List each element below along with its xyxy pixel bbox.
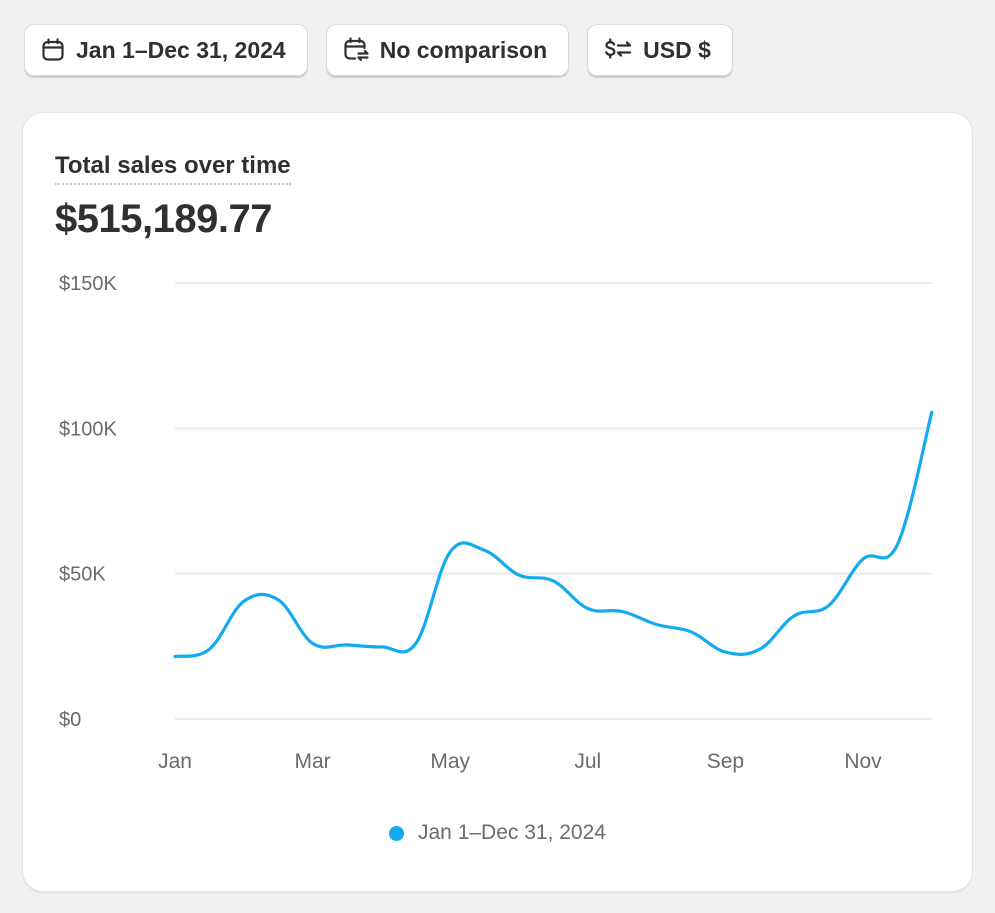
x-tick-label: Mar [295, 750, 331, 773]
calendar-compare-icon [342, 36, 370, 64]
currency-label: USD $ [643, 36, 711, 63]
data-point[interactable] [651, 619, 663, 631]
x-tick-label: Sep [707, 750, 744, 773]
card-title[interactable]: Total sales over time [55, 151, 291, 185]
data-point[interactable] [272, 594, 284, 606]
data-point[interactable] [547, 575, 559, 587]
data-point[interactable] [203, 643, 215, 655]
data-point[interactable] [238, 595, 250, 607]
data-point[interactable] [479, 544, 491, 556]
data-point[interactable] [891, 539, 903, 551]
data-point[interactable] [719, 646, 731, 658]
comparison-button[interactable]: No comparison [325, 24, 570, 76]
currency-exchange-icon [603, 37, 633, 63]
data-point[interactable] [857, 553, 869, 565]
x-tick-label: Jul [574, 750, 601, 773]
currency-button[interactable]: USD $ [587, 24, 733, 76]
legend-label[interactable]: Jan 1–Dec 31, 2024 [418, 821, 606, 844]
data-point[interactable] [307, 637, 319, 649]
x-tick-label: Nov [844, 750, 882, 773]
data-point[interactable] [513, 569, 525, 581]
x-axis: Jan Mar May Jul Sep Nov [158, 750, 882, 773]
x-tick-label: May [430, 750, 470, 773]
chart-legend: Jan 1–Dec 31, 2024 [23, 821, 972, 845]
data-point[interactable] [823, 600, 835, 612]
calendar-icon [40, 37, 66, 63]
legend-swatch [389, 825, 404, 841]
grid-lines [175, 282, 932, 720]
data-point[interactable] [582, 603, 594, 615]
data-point[interactable] [410, 637, 422, 649]
y-tick-label: $150K [59, 273, 117, 295]
series-layer [169, 406, 938, 663]
data-point[interactable] [341, 639, 353, 651]
series-line [173, 410, 934, 659]
filter-toolbar: Jan 1–Dec 31, 2024 No comparison [24, 24, 733, 76]
data-point[interactable] [616, 605, 628, 617]
y-axis: $0 $50K $100K $150K [59, 273, 117, 731]
sales-line-chart: $0 $50K $100K $150K Jan Mar May Jul Sep Nov [59, 273, 938, 773]
data-point[interactable] [685, 626, 697, 638]
comparison-label: No comparison [379, 36, 548, 63]
data-point[interactable] [169, 651, 181, 663]
date-range-label: Jan 1–Dec 31, 2024 [76, 36, 286, 63]
data-point[interactable] [926, 406, 938, 418]
y-tick-label: $0 [59, 709, 81, 731]
y-tick-label: $50K [59, 564, 106, 586]
date-range-button[interactable]: Jan 1–Dec 31, 2024 [24, 24, 308, 76]
sales-card: Total sales over time $515,189.77 $0 $50K… [23, 113, 972, 891]
data-point[interactable] [444, 546, 456, 558]
y-tick-label: $100K [59, 418, 117, 440]
data-point[interactable] [754, 643, 766, 655]
x-tick-label: Jan [158, 750, 192, 773]
data-point[interactable] [788, 610, 800, 622]
data-point[interactable] [375, 641, 387, 653]
total-sales-value: $515,189.77 [55, 197, 272, 241]
